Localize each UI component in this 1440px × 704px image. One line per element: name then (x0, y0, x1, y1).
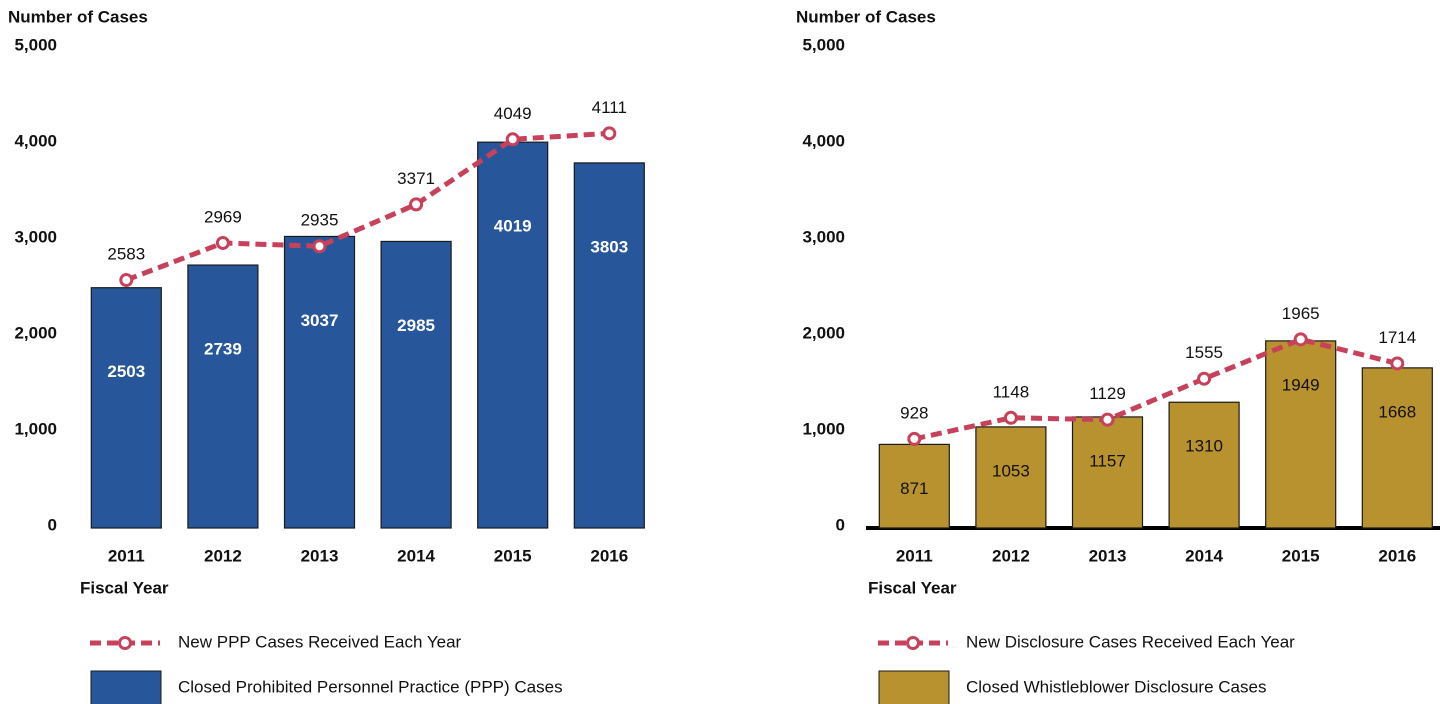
bar-value-label: 4019 (494, 217, 532, 236)
line-marker (505, 132, 520, 147)
line-value-label: 2969 (204, 207, 242, 226)
bar-value-label: 1157 (1089, 451, 1126, 470)
legend-label: Closed Whistleblower Disclosure Cases (966, 677, 1266, 696)
legend-label: Closed Prohibited Personnel Practice (PP… (178, 677, 563, 696)
y-tick-label: 5,000 (14, 35, 57, 54)
x-tick-label: 2015 (1282, 546, 1320, 565)
line-value-label: 4111 (592, 98, 627, 117)
line-value-label: 3371 (397, 169, 435, 188)
bar (1168, 401, 1240, 529)
x-tick-label: 2016 (1378, 546, 1416, 565)
x-tick-label: 2016 (590, 546, 628, 565)
line-value-label: 1129 (1089, 384, 1126, 403)
bar-value-label: 3803 (590, 237, 628, 256)
x-tick-label: 2012 (992, 546, 1030, 565)
line-marker (1003, 410, 1018, 425)
line-marker (312, 239, 327, 254)
x-tick-label: 2014 (397, 546, 435, 565)
line-marker (602, 126, 617, 141)
line-marker (215, 235, 230, 250)
y-tick-label: 3,000 (14, 227, 57, 246)
bar (187, 264, 259, 529)
x-tick-label: 2013 (1089, 546, 1127, 565)
line (125, 130, 610, 283)
line-marker (1197, 371, 1212, 386)
y-tick-label: 0 (836, 515, 845, 534)
bar (975, 426, 1047, 529)
bar (477, 141, 549, 529)
bar-value-label: 1949 (1282, 375, 1320, 394)
legend-swatch (878, 670, 950, 704)
bar-value-label: 2985 (397, 316, 435, 335)
bar-value-label: 871 (900, 479, 928, 498)
y-tick-label: 1,000 (802, 419, 845, 438)
y-tick-label: 5,000 (802, 35, 845, 54)
x-tick-label: 2015 (494, 546, 532, 565)
bar-value-label: 2739 (204, 340, 242, 359)
bar (380, 240, 452, 529)
line-marker (409, 197, 424, 212)
legend-marker (118, 636, 132, 650)
line-marker (1293, 332, 1308, 347)
bar-value-label: 1310 (1185, 437, 1223, 456)
y-tick-label: 4,000 (14, 131, 57, 150)
line-marker (1390, 356, 1405, 371)
legend-label: New PPP Cases Received Each Year (178, 632, 462, 651)
line-value-label: 2935 (301, 211, 339, 230)
bar-value-label: 1668 (1378, 402, 1416, 421)
y-tick-label: 2,000 (14, 323, 57, 342)
line-value-label: 1148 (993, 382, 1030, 401)
bar (1265, 340, 1337, 529)
line-value-label: 1555 (1185, 343, 1223, 362)
legend-marker (906, 636, 920, 650)
y-tick-label: 2,000 (802, 323, 845, 342)
bar (90, 287, 162, 529)
bar-value-label: 3037 (301, 311, 339, 330)
x-axis-label: Fiscal Year (80, 578, 169, 597)
y-tick-label: 0 (48, 515, 57, 534)
bar (573, 162, 645, 529)
line-value-label: 1714 (1378, 328, 1416, 347)
bar-value-label: 1053 (992, 461, 1030, 480)
x-tick-label: 2014 (1185, 546, 1223, 565)
x-tick-label: 2011 (108, 546, 145, 565)
line-marker (1100, 412, 1115, 427)
x-tick-label: 2013 (301, 546, 339, 565)
y-axis-label: Number of Cases (796, 7, 936, 26)
bar (1361, 367, 1433, 529)
y-tick-label: 3,000 (802, 227, 845, 246)
y-axis-label: Number of Cases (8, 7, 148, 26)
line-value-label: 928 (900, 403, 928, 422)
line-marker (119, 273, 134, 288)
bar (1071, 416, 1144, 529)
line-marker (907, 431, 922, 446)
bar-value-label: 2503 (107, 362, 145, 381)
line-value-label: 2583 (107, 245, 145, 264)
x-tick-label: 2012 (204, 546, 242, 565)
legend-swatch (90, 670, 162, 704)
y-tick-label: 4,000 (802, 131, 845, 150)
x-tick-label: 2011 (896, 546, 933, 565)
line-value-label: 1965 (1282, 304, 1320, 323)
y-tick-label: 1,000 (14, 419, 57, 438)
line (913, 336, 1398, 442)
legend-label: New Disclosure Cases Received Each Year (966, 632, 1295, 651)
bar (283, 235, 356, 529)
line-value-label: 4049 (494, 104, 532, 123)
x-axis-label: Fiscal Year (868, 578, 957, 597)
bar (878, 443, 950, 529)
